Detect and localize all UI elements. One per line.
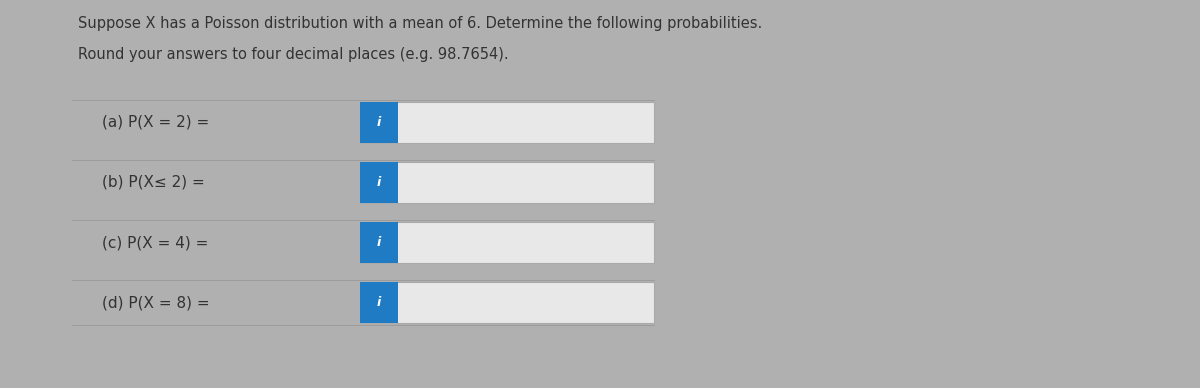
Text: Suppose X has a Poisson distribution with a mean of 6. Determine the following p: Suppose X has a Poisson distribution wit… bbox=[78, 16, 762, 31]
Text: i: i bbox=[377, 176, 382, 189]
Text: (c) P(X = 4) =: (c) P(X = 4) = bbox=[102, 235, 209, 250]
FancyBboxPatch shape bbox=[360, 102, 654, 142]
Text: (b) P(X≤ 2) =: (b) P(X≤ 2) = bbox=[102, 175, 205, 190]
FancyBboxPatch shape bbox=[360, 162, 398, 203]
Text: Round your answers to four decimal places (e.g. 98.7654).: Round your answers to four decimal place… bbox=[78, 47, 509, 62]
Text: (d) P(X = 8) =: (d) P(X = 8) = bbox=[102, 295, 210, 310]
FancyBboxPatch shape bbox=[360, 222, 654, 263]
Text: i: i bbox=[377, 296, 382, 309]
Text: i: i bbox=[377, 116, 382, 129]
FancyBboxPatch shape bbox=[360, 222, 398, 263]
FancyBboxPatch shape bbox=[360, 102, 398, 142]
FancyBboxPatch shape bbox=[360, 282, 398, 323]
Text: i: i bbox=[377, 236, 382, 249]
FancyBboxPatch shape bbox=[360, 282, 654, 323]
Text: (a) P(X = 2) =: (a) P(X = 2) = bbox=[102, 115, 209, 130]
FancyBboxPatch shape bbox=[360, 162, 654, 203]
